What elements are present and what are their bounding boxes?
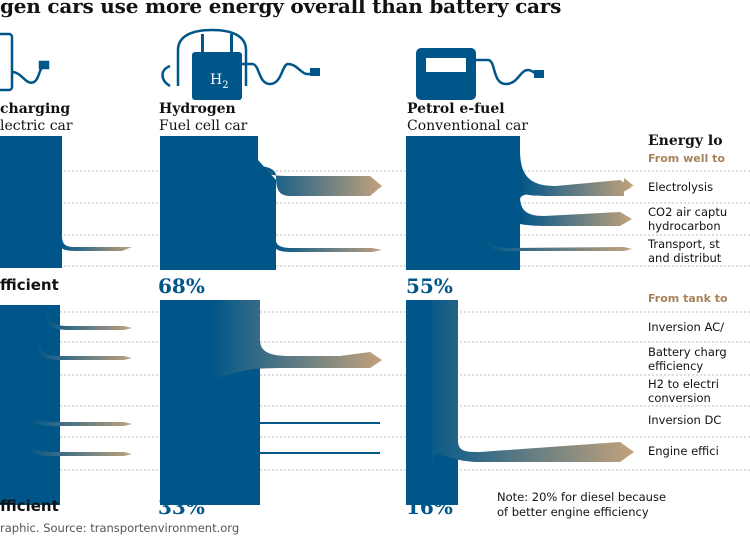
legend-title: Energy lo [648, 133, 723, 149]
hydrogen-column-flow [160, 136, 382, 505]
source-credit: raphic. Source: transportenvironment.org [0, 521, 240, 535]
stage-battery-charging: Battery charg efficiency [648, 345, 727, 373]
petrol-column-flow [406, 136, 634, 505]
battery-column-flow [0, 136, 132, 505]
battery-final-label: fficient [0, 497, 59, 515]
tank-to-wheel-heading: From tank to [648, 292, 728, 305]
stage-transport: Transport, st and distribut [648, 237, 722, 265]
stage-electrolysis: Electrolysis [648, 180, 714, 194]
petrol-column-title: Petrol e-fuel [407, 101, 505, 117]
hydrogen-final-percent: 33% [158, 495, 205, 519]
hydrogen-column-subtitle: Fuel cell car [159, 118, 248, 134]
stage-co2-capture: CO2 air captu hydrocarbon [648, 205, 728, 233]
stage-separators [0, 170, 750, 471]
well-to-tank-heading: From well to [648, 152, 725, 165]
hydrogen-pump-icon: H2 [161, 28, 320, 100]
stage-inversion-dc: Inversion DC [648, 413, 722, 427]
hydrogen-column-title: Hydrogen [159, 101, 236, 117]
fuel-pump-icon [416, 48, 544, 100]
petrol-final-percent: 16% [406, 495, 453, 519]
petrol-midpoint-percent: 55% [406, 274, 453, 298]
petrol-column-subtitle: Conventional car [407, 118, 529, 134]
h2-label: H2 [210, 72, 229, 91]
stage-inversion-acdc: Inversion AC/ [648, 320, 725, 334]
battery-column-title: charging [0, 101, 71, 117]
battery-charger-icon [0, 32, 50, 92]
footnote: Note: 20% for diesel because of better en… [497, 490, 667, 519]
stage-h2-conversion: H2 to electri conversion [648, 377, 719, 405]
battery-column-subtitle: lectric car [0, 118, 73, 134]
battery-midpoint-label: fficient [0, 276, 59, 294]
page-title: gen cars use more energy overall than ba… [0, 0, 562, 18]
stage-engine-efficiency: Engine effici [648, 444, 719, 458]
hydrogen-midpoint-percent: 68% [158, 274, 205, 298]
